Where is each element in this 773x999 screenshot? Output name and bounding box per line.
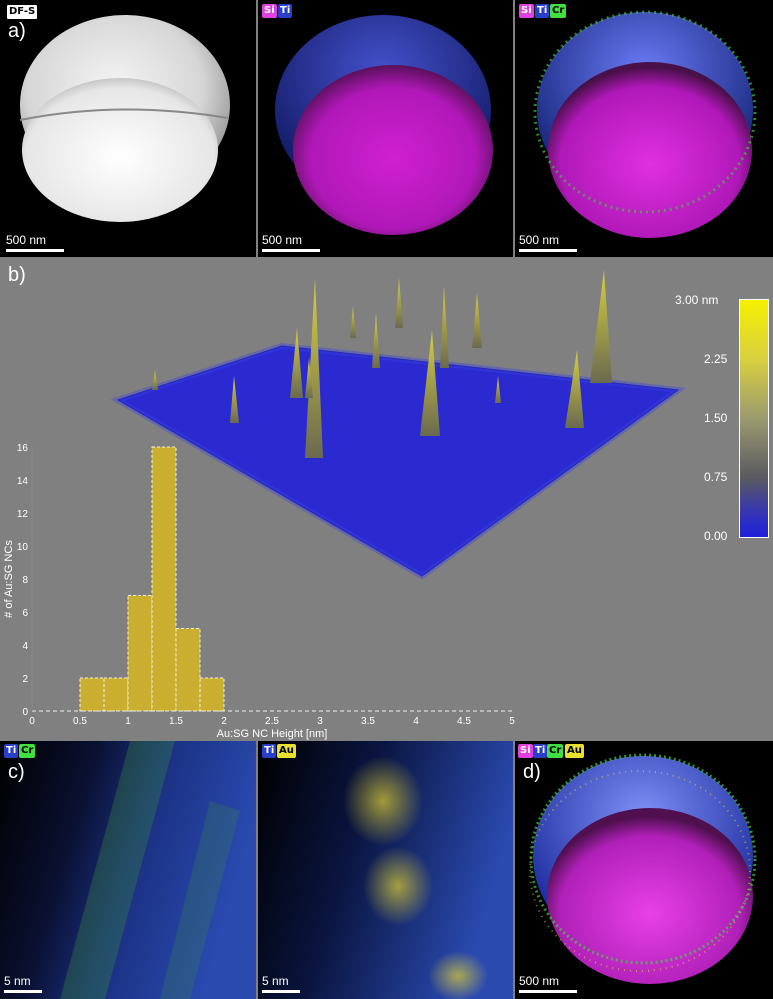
afm-spikes — [152, 270, 612, 458]
x-tick-label: 0 — [29, 716, 35, 727]
y-tick-label: 6 — [22, 608, 28, 619]
scalebar-text: 500 nm — [262, 233, 303, 247]
y-axis-label: # of Au:SG NCs — [3, 540, 15, 618]
si-ti-cr-au-map-image — [529, 753, 757, 984]
y-tick-label: 12 — [17, 509, 29, 520]
si-tag: Si — [518, 744, 533, 758]
si-ti-cr-map-image — [533, 10, 757, 238]
x-tick-label: 3.5 — [361, 716, 375, 727]
scalebar-line — [262, 249, 320, 252]
histogram-bar — [199, 677, 225, 712]
colorbar-tick: 1.50 — [704, 411, 728, 425]
si-tag: Si — [262, 4, 277, 18]
y-tick-labels: 0 2 4 6 8 10 12 14 16 — [17, 443, 29, 718]
dark-field-sphere-image — [19, 15, 230, 222]
scalebar-text: 500 nm — [6, 233, 47, 247]
x-tick-label: 1 — [125, 716, 131, 727]
scalebar-text: 500 nm — [519, 974, 560, 988]
panel-a-left-image: DF-S a) 500 nm — [0, 0, 256, 257]
x-tick-label: 4.5 — [457, 716, 471, 727]
height-histogram: 0 0.5 1 1.5 2 2.5 3 3.5 4 4.5 5 0 2 4 6 8 10 12 14 16 Au:S… — [3, 443, 515, 740]
ti-tag: Ti — [533, 744, 548, 758]
colorbar-tick: 0.00 — [704, 529, 728, 543]
cr-tag: Cr — [547, 744, 564, 758]
scalebar-line — [262, 990, 300, 993]
panel-a-right-image: Si Ti Cr 500 nm — [515, 0, 773, 257]
ti-cr-map-image — [0, 741, 256, 999]
x-tick-labels: 0 0.5 1 1.5 2 2.5 3 3.5 4 4.5 5 — [29, 716, 515, 727]
panel-d-image: Si Ti Cr Au d) 500 nm — [515, 741, 773, 999]
panel-a-middle-image: Si Ti 500 nm — [258, 0, 513, 257]
y-tick-label: 2 — [22, 674, 28, 685]
scalebar-text: 5 nm — [4, 974, 31, 988]
x-tick-label: 2.5 — [265, 716, 279, 727]
au-tag: Au — [277, 744, 296, 758]
histogram-bars — [79, 446, 225, 712]
colorbar-tick: 2.25 — [704, 352, 728, 366]
y-tick-label: 4 — [22, 641, 28, 652]
scalebar-line — [519, 249, 577, 252]
histogram-bar — [79, 677, 105, 712]
histogram-bar — [103, 677, 129, 712]
scalebar-line — [519, 990, 577, 993]
x-tick-label: 4 — [413, 716, 419, 727]
panel-a-label: a) — [8, 20, 26, 42]
histogram-bar — [127, 595, 153, 712]
histogram-bar — [151, 446, 177, 712]
ti-tag: Ti — [4, 744, 19, 758]
panel-c-right-image: Ti Au 5 nm — [258, 741, 513, 999]
si-tag: Si — [519, 4, 534, 18]
panel-d-label: d) — [523, 761, 541, 783]
histogram-bar — [175, 628, 201, 712]
x-tick-label: 0.5 — [73, 716, 87, 727]
ti-tag: Ti — [535, 4, 550, 18]
cr-tag: Cr — [550, 4, 567, 18]
scalebar-line — [4, 990, 42, 993]
y-tick-label: 14 — [17, 476, 29, 487]
x-tick-label: 3 — [317, 716, 323, 727]
ti-tag: Ti — [278, 4, 293, 18]
scalebar-text: 500 nm — [519, 233, 560, 247]
cr-tag: Cr — [19, 744, 36, 758]
panel-c-left-image: Ti Cr c) 5 nm — [0, 741, 256, 999]
scalebar-line — [6, 249, 64, 252]
y-tick-label: 16 — [17, 443, 29, 454]
height-colorbar — [739, 299, 769, 538]
y-tick-label: 8 — [22, 575, 28, 586]
scalebar-text: 5 nm — [262, 974, 289, 988]
df-s-tag: DF-S — [6, 4, 39, 20]
colorbar-tick: 0.75 — [704, 470, 728, 484]
y-tick-label: 10 — [17, 542, 29, 553]
x-tick-label: 5 — [509, 716, 515, 727]
au-tag: Au — [565, 744, 584, 758]
panel-b-label: b) — [8, 264, 26, 286]
y-tick-label: 0 — [22, 707, 28, 718]
si-ti-map-image — [275, 15, 493, 235]
x-axis-label: Au:SG NC Height [nm] — [217, 728, 328, 740]
panel-c-label: c) — [8, 761, 25, 783]
ti-tag: Ti — [262, 744, 277, 758]
x-tick-label: 1.5 — [169, 716, 183, 727]
ti-au-map-image — [258, 741, 513, 999]
x-tick-label: 2 — [221, 716, 227, 727]
afm-surface-3d — [110, 270, 687, 580]
colorbar-tick: 3.00 nm — [675, 293, 719, 307]
